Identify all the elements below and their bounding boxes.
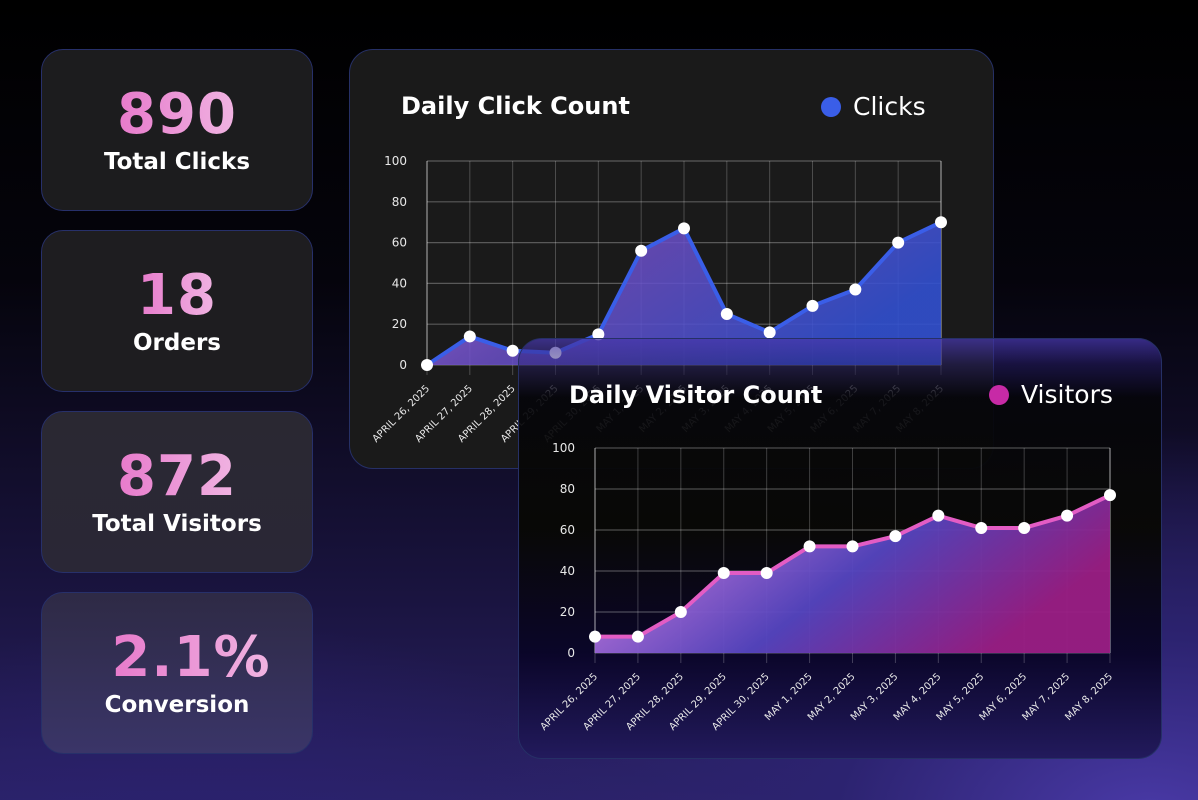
stat-value: 2.1%: [111, 625, 271, 690]
legend-dot-icon: [989, 384, 1009, 405]
y-tick-label: 80: [560, 482, 575, 496]
data-point[interactable]: [720, 308, 733, 320]
y-tick-label: 60: [560, 523, 575, 537]
data-point[interactable]: [1104, 489, 1116, 502]
chart-title: Daily Click Count: [401, 92, 630, 120]
data-point[interactable]: [803, 540, 816, 553]
legend-dot-icon: [821, 96, 841, 117]
data-point[interactable]: [1018, 521, 1031, 534]
data-point[interactable]: [589, 630, 601, 643]
y-tick-label: 40: [392, 276, 407, 290]
data-point[interactable]: [763, 326, 776, 339]
data-point[interactable]: [592, 328, 605, 341]
data-point[interactable]: [463, 330, 476, 343]
stat-card-conversion: 2.1% Conversion: [41, 592, 313, 754]
area-fill: [595, 495, 1110, 653]
area-fill: [427, 222, 941, 365]
chart-title: Daily Visitor Count: [569, 381, 823, 409]
legend-label: Visitors: [1021, 380, 1113, 409]
y-tick-label: 40: [560, 564, 575, 578]
y-tick-label: 20: [392, 317, 407, 331]
data-point[interactable]: [892, 236, 905, 249]
stat-label: Total Clicks: [103, 149, 251, 175]
data-point[interactable]: [678, 222, 690, 235]
stat-value: 890: [117, 82, 237, 147]
data-point[interactable]: [975, 521, 988, 534]
stat-card-total-clicks: 890 Total Clicks: [41, 49, 313, 211]
stat-label: Conversion: [104, 692, 250, 718]
data-point[interactable]: [760, 567, 773, 580]
data-point[interactable]: [846, 540, 859, 553]
data-point[interactable]: [1061, 509, 1074, 522]
stat-value: 18: [137, 263, 217, 328]
y-tick-label: 80: [392, 195, 407, 209]
data-point[interactable]: [421, 359, 433, 371]
data-point[interactable]: [506, 344, 519, 357]
chart-legend: Clicks: [821, 92, 926, 121]
daily-visitor-count-card: Daily Visitor Count Visitors 0 20 40 60 80 10…: [518, 338, 1162, 759]
data-point[interactable]: [631, 630, 644, 643]
data-point[interactable]: [674, 606, 687, 618]
y-tick-label: 60: [392, 236, 407, 250]
y-tick-label: 20: [560, 605, 575, 619]
data-point[interactable]: [635, 244, 648, 257]
data-point[interactable]: [889, 530, 902, 543]
stat-card-orders: 18 Orders: [41, 230, 313, 392]
legend-label: Clicks: [853, 92, 926, 121]
chart-legend: Visitors: [989, 380, 1113, 409]
y-tick-label: 100: [384, 154, 407, 168]
data-point[interactable]: [717, 567, 730, 580]
y-tick-label: 0: [567, 646, 575, 660]
y-tick-label: 0: [399, 358, 407, 372]
data-point[interactable]: [806, 299, 819, 312]
y-tick-label: 100: [552, 441, 575, 455]
stat-label: Orders: [133, 330, 221, 356]
data-point[interactable]: [932, 509, 945, 522]
data-point[interactable]: [849, 283, 862, 296]
stat-card-total-visitors: 872 Total Visitors: [41, 411, 313, 573]
stat-label: Total Visitors: [92, 511, 262, 537]
data-point[interactable]: [935, 216, 947, 229]
stat-value: 872: [117, 444, 237, 509]
